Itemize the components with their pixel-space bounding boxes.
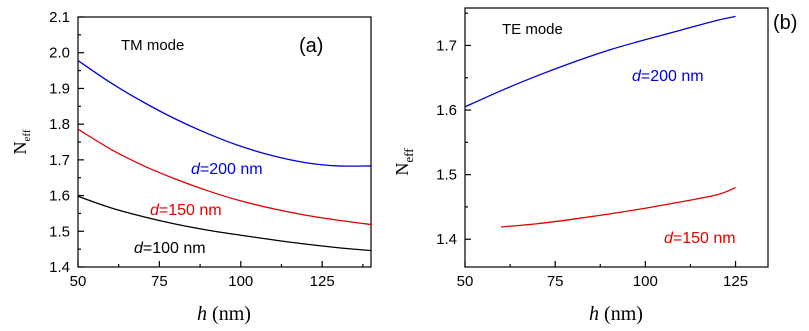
series-label-italic: d [664,230,674,247]
panel-a-tick-labels: 50 75 100 125 1.4 1.5 1.6 1.7 1.8 1.9 2.0 2.1 [49,9,335,290]
panel-b-frame [464,7,769,268]
panel-b-series-label-d150: d=150 nm [664,230,736,247]
panel-a: 50 75 100 125 1.4 1.5 1.6 1.7 1.8 1.9 2.0 2.1 TM mo… [10,9,372,325]
x-tick-label: 125 [310,273,335,290]
x-axis-title-italic: h [589,303,599,325]
x-tick-label: 50 [457,273,474,290]
y-tick-label: 1.6 [49,188,70,205]
panel-b-mode-label: TE mode [502,21,563,38]
series-label-italic: d [632,68,642,85]
panel-a-x-axis-title: h (nm) [197,303,251,325]
x-axis-title-unit: (nm) [599,303,643,325]
y-axis-title-sub: eff [21,129,33,141]
panel-a-ticks [77,16,364,268]
x-tick-label: 125 [723,273,748,290]
panel-a-series-label-d100: d=100 nm [134,240,206,257]
y-tick-label: 1.8 [49,116,70,133]
series-line-d-200-nm [464,15,736,108]
y-axis-title-sub: eff [401,148,416,163]
x-axis-title-italic: h [197,303,207,325]
series-label-italic: d [134,240,144,257]
panel-a-series-label-d150: d=150 nm [150,202,222,219]
x-tick-label: 100 [633,273,658,290]
panel-b-label: (b) [773,12,797,34]
y-tick-label: 1.7 [49,152,70,169]
y-tick-label: 1.5 [49,223,70,240]
panel-b-tick-labels: 50 75 100 125 1.4 1.5 1.6 1.7 [436,37,748,290]
panel-a-y-axis-title: Neff [10,129,33,154]
panel-b-curves [464,15,736,228]
panel-b-ticks [464,12,737,267]
series-label-italic: d [150,202,160,219]
y-tick-label: 1.7 [436,37,457,54]
panel-b-x-axis-title: h (nm) [589,303,643,325]
series-line-d-150-nm [77,128,372,226]
x-axis-title-unit: (nm) [207,303,251,325]
panel-b-y-axis-title: Neff [392,148,416,176]
x-tick-label: 75 [151,273,168,290]
panel-b-series-label-d200: d=200 nm [632,68,704,85]
series-line-d-100-nm [77,195,372,252]
y-tick-label: 1.6 [436,102,457,119]
panel-a-frame [77,16,372,268]
panel-a-curves [77,60,372,252]
y-tick-label: 1.4 [436,231,457,248]
y-tick-label: 1.9 [49,80,70,97]
series-line-d-150-nm [501,186,736,228]
panel-a-label: (a) [299,35,323,57]
panel-a-mode-label: TM mode [121,37,184,54]
y-tick-label: 1.4 [49,259,70,276]
series-line-d-200-nm [77,60,372,167]
series-label-rest: =200 nm [200,161,263,178]
series-label-rest: =150 nm [159,202,222,219]
y-axis-title-main: N [10,142,30,155]
x-tick-label: 50 [70,273,87,290]
series-label-rest: =150 nm [673,230,736,247]
y-tick-label: 2.1 [49,9,70,26]
series-label-rest: =200 nm [641,68,704,85]
series-label-italic: d [191,161,201,178]
y-axis-title-main: N [392,163,412,176]
x-tick-label: 100 [228,273,253,290]
series-label-rest: =100 nm [143,240,206,257]
panel-a-series-label-d200: d=200 nm [191,161,263,178]
x-tick-label: 75 [547,273,564,290]
y-tick-label: 2.0 [49,45,70,62]
y-tick-label: 1.5 [436,167,457,184]
